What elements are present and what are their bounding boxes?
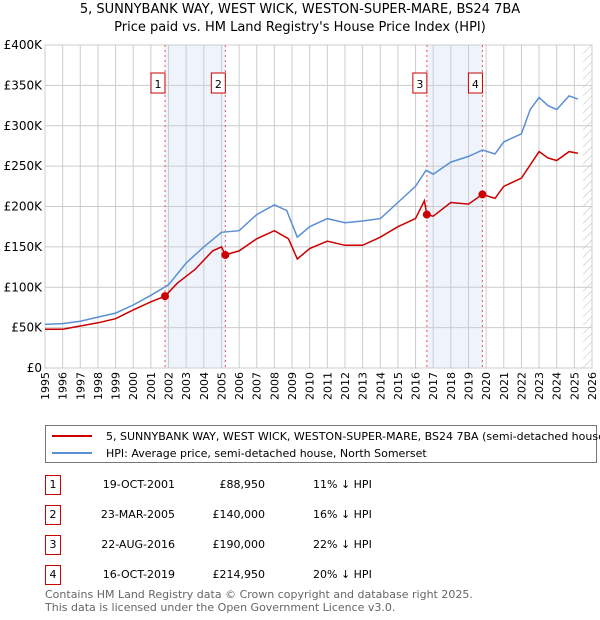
chart-title: 5, SUNNYBANK WAY, WEST WICK, WESTON-SUPE… (79, 2, 521, 17)
legend-label: 5, SUNNYBANK WAY, WEST WICK, WESTON-SUPE… (106, 429, 600, 443)
footer-copyright: Contains HM Land Registry data © Crown c… (45, 588, 473, 601)
x-tick-label: 2001 (145, 372, 158, 400)
sale-price: £88,950 (219, 478, 266, 491)
sale-marker-box (150, 72, 166, 94)
y-tick-label: £350K (4, 78, 44, 92)
x-tick-label: 2021 (498, 372, 511, 400)
x-tick-label: 2025 (568, 372, 581, 400)
legend-label: HPI: Average price, semi-detached house,… (106, 446, 427, 460)
x-tick-label: 2011 (321, 372, 334, 400)
x-tick-label: 2026 (586, 372, 599, 400)
sale-hpi-diff: 16% ↓ HPI (313, 508, 372, 521)
x-tick-label: 2014 (374, 372, 387, 400)
sale-marker-box (412, 72, 428, 94)
y-tick-label: £400K (4, 38, 44, 52)
x-tick-label: 2013 (357, 372, 370, 400)
x-tick-label: 2000 (127, 372, 140, 400)
chart-subtitle: Price paid vs. HM Land Registry's House … (114, 20, 486, 35)
sale-marker-number: 2 (215, 78, 222, 91)
sale-date: 22-AUG-2016 (101, 538, 175, 551)
sale-marker-box (467, 72, 483, 94)
x-tick-label: 2019 (462, 372, 475, 400)
sale-marker-label: 3 (45, 535, 61, 555)
x-tick-label: 2024 (551, 372, 564, 400)
sale-price: £214,950 (212, 568, 266, 581)
x-tick-label: 2004 (198, 372, 211, 400)
x-tick-label: 1998 (92, 372, 105, 400)
legend-item-property: 5, SUNNYBANK WAY, WEST WICK, WESTON-SUPE… (46, 428, 600, 444)
sale-marker-label: 4 (45, 565, 61, 585)
footer-licence: This data is licensed under the Open Gov… (45, 601, 396, 614)
sale-marker-label: 1 (45, 475, 61, 495)
legend-item-hpi: HPI: Average price, semi-detached house,… (46, 445, 427, 461)
sale-marker-number: 4 (472, 78, 479, 91)
legend-swatch-blue (52, 452, 92, 454)
x-tick-label: 2003 (180, 372, 193, 400)
x-tick-label: 2017 (427, 372, 440, 400)
x-tick-label: 1996 (57, 372, 70, 400)
sale-hpi-diff: 20% ↓ HPI (313, 568, 372, 581)
x-tick-label: 2020 (480, 372, 493, 400)
x-tick-label: 2022 (515, 372, 528, 400)
x-tick-label: 2010 (304, 372, 317, 400)
x-tick-label: 2018 (445, 372, 458, 400)
y-tick-label: £200K (4, 200, 44, 214)
x-tick-label: 2002 (163, 372, 176, 400)
y-tick-label: £0 (27, 361, 42, 375)
x-tick-label: 2012 (339, 372, 352, 400)
sale-hpi-diff: 11% ↓ HPI (313, 478, 372, 491)
footer: Contains HM Land Registry data © Crown c… (45, 588, 473, 614)
x-tick-label: 1995 (39, 372, 52, 400)
y-tick-label: £100K (4, 280, 44, 294)
sale-marker-number: 3 (416, 78, 423, 91)
series-line (44, 95, 579, 326)
series-line (45, 150, 579, 330)
x-tick-label: 1999 (110, 372, 123, 400)
sale-point (422, 210, 431, 219)
x-tick-label: 1997 (74, 372, 87, 400)
x-tick-label: 2023 (533, 372, 546, 400)
sale-point (478, 190, 487, 199)
sale-date: 19-OCT-2001 (102, 478, 175, 491)
sale-marker-box (210, 72, 226, 94)
legend-swatch-red (52, 435, 92, 437)
x-tick-label: 2005 (215, 372, 228, 400)
sale-price: £190,000 (212, 538, 266, 551)
sale-point (160, 292, 169, 301)
plot-border (44, 44, 593, 369)
x-tick-label: 2015 (392, 372, 405, 400)
sale-price: £140,000 (212, 508, 266, 521)
x-tick-label: 2008 (268, 372, 281, 400)
x-tick-label: 2007 (251, 372, 264, 400)
sale-marker-number: 1 (154, 78, 161, 91)
sale-date: 16-OCT-2019 (102, 568, 175, 581)
y-tick-label: £250K (4, 159, 44, 173)
sale-marker-label: 2 (45, 505, 61, 525)
legend: 5, SUNNYBANK WAY, WEST WICK, WESTON-SUPE… (45, 425, 600, 463)
y-tick-label: £150K (4, 240, 44, 254)
sale-point (221, 250, 230, 259)
plot-area: 1995 1996 1997 1998 1999 2000 2001 2002 2003 2004… (4, 38, 599, 400)
sale-hpi-diff: 22% ↓ HPI (313, 538, 372, 551)
sale-date: 23-MAR-2005 (100, 508, 175, 521)
y-tick-label: £300K (4, 119, 44, 133)
x-tick-label: 2006 (233, 372, 246, 400)
y-tick-label: £50K (11, 321, 43, 335)
x-tick-label: 2009 (286, 372, 299, 400)
x-tick-label: 2016 (410, 372, 423, 400)
